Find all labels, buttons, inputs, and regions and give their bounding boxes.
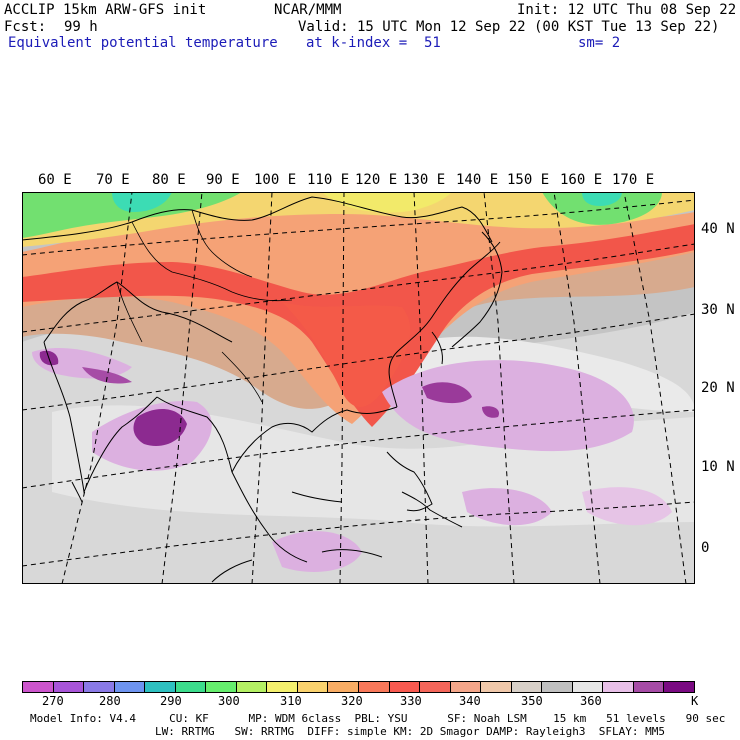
valid-time: Valid: 15 UTC Mon 12 Sep 22 (00 KST Tue … bbox=[298, 19, 720, 35]
colorbar-unit: K bbox=[691, 694, 699, 708]
colorbar-swatch bbox=[450, 682, 482, 692]
colorbar-swatch bbox=[511, 682, 543, 692]
colorbar-tick-label: 310 bbox=[280, 694, 302, 708]
longitude-label: 120 E bbox=[355, 172, 398, 188]
latitude-label: 0 bbox=[701, 540, 710, 556]
colorbar-swatch bbox=[175, 682, 207, 692]
forecast-label: Fcst: bbox=[4, 19, 47, 35]
colorbar-tick-label: 350 bbox=[521, 694, 543, 708]
latitude-label: 20 N bbox=[701, 380, 735, 396]
colorbar-swatch bbox=[84, 682, 115, 692]
equivalent-potential-temperature-map bbox=[22, 192, 695, 584]
colorbar-tick-label: 290 bbox=[160, 694, 182, 708]
colorbar-swatch bbox=[267, 682, 298, 692]
level-info: at k-index = 51 bbox=[306, 35, 441, 51]
colorbar-swatch bbox=[420, 682, 451, 692]
colorbar-swatch bbox=[236, 682, 268, 692]
colorbar-swatch bbox=[206, 682, 237, 692]
latitude-label: 30 N bbox=[701, 302, 735, 318]
longitude-label: 70 E bbox=[96, 172, 130, 188]
latitude-label: 40 N bbox=[701, 221, 735, 237]
colorbar-swatch bbox=[297, 682, 329, 692]
organization-label: NCAR/MMM bbox=[274, 2, 342, 18]
colorbar-swatch bbox=[359, 682, 390, 692]
longitude-label: 170 E bbox=[612, 172, 655, 188]
colorbar-swatch bbox=[53, 682, 85, 692]
colorbar-tick-label: 280 bbox=[99, 694, 121, 708]
latitude-label: 10 N bbox=[701, 459, 735, 475]
colorbar bbox=[22, 681, 695, 693]
longitude-label: 150 E bbox=[507, 172, 550, 188]
init-time: Init: 12 UTC Thu 08 Sep 22 bbox=[517, 2, 737, 18]
colorbar-tick-label: 360 bbox=[580, 694, 602, 708]
colorbar-swatch bbox=[572, 682, 604, 692]
colorbar-tick-label: 300 bbox=[218, 694, 240, 708]
model-title: ACCLIP 15km ARW-GFS init bbox=[4, 2, 207, 18]
longitude-label: 110 E bbox=[307, 172, 350, 188]
colorbar-swatch bbox=[23, 682, 54, 692]
forecast-hours: 99 h bbox=[64, 19, 98, 35]
longitude-label: 160 E bbox=[560, 172, 603, 188]
longitude-label: 100 E bbox=[254, 172, 297, 188]
longitude-label: 140 E bbox=[456, 172, 499, 188]
colorbar-swatch bbox=[145, 682, 176, 692]
model-info-line: Model Info: V4.4 CU: KF MP: WDM 6class P… bbox=[30, 712, 726, 725]
physics-info-line: LW: RRTMG SW: RRTMG DIFF: simple KM: 2D … bbox=[155, 725, 665, 738]
colorbar-tick-label: 340 bbox=[459, 694, 481, 708]
map-canvas bbox=[22, 192, 695, 584]
colorbar-swatch bbox=[633, 682, 665, 692]
colorbar-swatch bbox=[664, 682, 695, 692]
longitude-label: 60 E bbox=[38, 172, 72, 188]
colorbar-swatch bbox=[114, 682, 146, 692]
colorbar-swatch bbox=[542, 682, 573, 692]
longitude-label: 80 E bbox=[152, 172, 186, 188]
colorbar-tick-label: 270 bbox=[42, 694, 64, 708]
colorbar-tick-label: 330 bbox=[400, 694, 422, 708]
longitude-label: 130 E bbox=[403, 172, 446, 188]
colorbar-tick-label: 320 bbox=[341, 694, 363, 708]
field-name: Equivalent potential temperature bbox=[8, 35, 278, 51]
colorbar-swatch bbox=[389, 682, 421, 692]
colorbar-swatch bbox=[603, 682, 634, 692]
colorbar-swatch bbox=[328, 682, 360, 692]
longitude-label: 90 E bbox=[206, 172, 240, 188]
smoothing-info: sm= 2 bbox=[578, 35, 621, 51]
colorbar-swatch bbox=[481, 682, 512, 692]
